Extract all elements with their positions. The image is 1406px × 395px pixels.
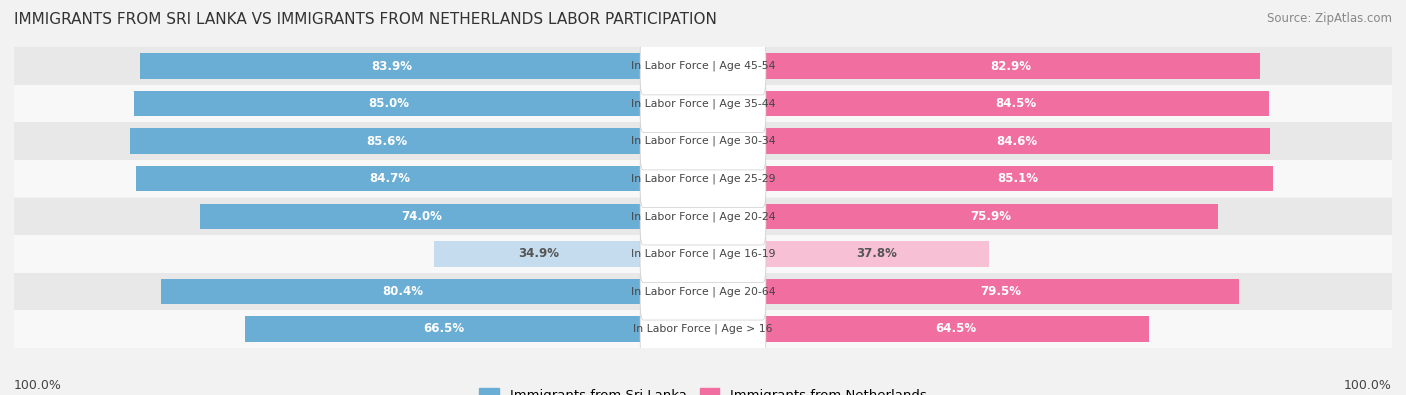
Bar (141, 53, 643, 79)
Text: 85.1%: 85.1% (997, 172, 1038, 185)
Bar (763, 278, 1239, 304)
Bar (763, 241, 990, 267)
Text: In Labor Force | Age 35-44: In Labor Force | Age 35-44 (631, 98, 775, 109)
Text: IMMIGRANTS FROM SRI LANKA VS IMMIGRANTS FROM NETHERLANDS LABOR PARTICIPATION: IMMIGRANTS FROM SRI LANKA VS IMMIGRANTS … (14, 12, 717, 27)
Bar (162, 278, 643, 304)
Bar (14, 47, 1392, 85)
FancyBboxPatch shape (640, 113, 766, 170)
Bar (763, 128, 1270, 154)
Bar (14, 273, 1392, 310)
Bar (14, 235, 1392, 273)
Text: In Labor Force | Age 20-64: In Labor Force | Age 20-64 (631, 286, 775, 297)
Bar (14, 310, 1392, 348)
FancyBboxPatch shape (640, 150, 766, 207)
Bar (245, 316, 643, 342)
Text: 100.0%: 100.0% (14, 379, 62, 392)
Bar (14, 122, 1392, 160)
Text: In Labor Force | Age 16-19: In Labor Force | Age 16-19 (631, 248, 775, 259)
Text: 84.5%: 84.5% (995, 97, 1036, 110)
Text: 66.5%: 66.5% (423, 322, 464, 335)
Bar (134, 91, 643, 117)
Bar (763, 203, 1218, 229)
Text: In Labor Force | Age 45-54: In Labor Force | Age 45-54 (631, 61, 775, 71)
Text: 75.9%: 75.9% (970, 210, 1011, 223)
Bar (763, 53, 1260, 79)
Bar (14, 160, 1392, 198)
Text: In Labor Force | Age > 16: In Labor Force | Age > 16 (633, 324, 773, 334)
FancyBboxPatch shape (640, 75, 766, 132)
Text: 37.8%: 37.8% (856, 247, 897, 260)
Text: 85.6%: 85.6% (366, 135, 408, 148)
Text: 84.6%: 84.6% (995, 135, 1036, 148)
Bar (131, 128, 643, 154)
Text: 34.9%: 34.9% (517, 247, 560, 260)
FancyBboxPatch shape (640, 38, 766, 95)
Bar (14, 85, 1392, 122)
Bar (434, 241, 643, 267)
Text: 74.0%: 74.0% (401, 210, 441, 223)
FancyBboxPatch shape (640, 188, 766, 245)
Text: In Labor Force | Age 20-24: In Labor Force | Age 20-24 (631, 211, 775, 222)
Bar (200, 203, 643, 229)
Text: In Labor Force | Age 25-29: In Labor Force | Age 25-29 (631, 173, 775, 184)
Text: 100.0%: 100.0% (1344, 379, 1392, 392)
Text: 64.5%: 64.5% (935, 322, 977, 335)
Text: 84.7%: 84.7% (368, 172, 411, 185)
Text: 85.0%: 85.0% (368, 97, 409, 110)
Text: 79.5%: 79.5% (980, 285, 1022, 298)
Text: Source: ZipAtlas.com: Source: ZipAtlas.com (1267, 12, 1392, 25)
Bar (763, 166, 1272, 192)
Text: 82.9%: 82.9% (991, 60, 1032, 73)
Bar (14, 198, 1392, 235)
FancyBboxPatch shape (640, 225, 766, 282)
Legend: Immigrants from Sri Lanka, Immigrants from Netherlands: Immigrants from Sri Lanka, Immigrants fr… (474, 383, 932, 395)
Bar (763, 91, 1270, 117)
Text: 83.9%: 83.9% (371, 60, 412, 73)
Text: In Labor Force | Age 30-34: In Labor Force | Age 30-34 (631, 136, 775, 147)
FancyBboxPatch shape (640, 300, 766, 357)
FancyBboxPatch shape (640, 263, 766, 320)
Text: 80.4%: 80.4% (382, 285, 423, 298)
Bar (135, 166, 643, 192)
Bar (763, 316, 1149, 342)
